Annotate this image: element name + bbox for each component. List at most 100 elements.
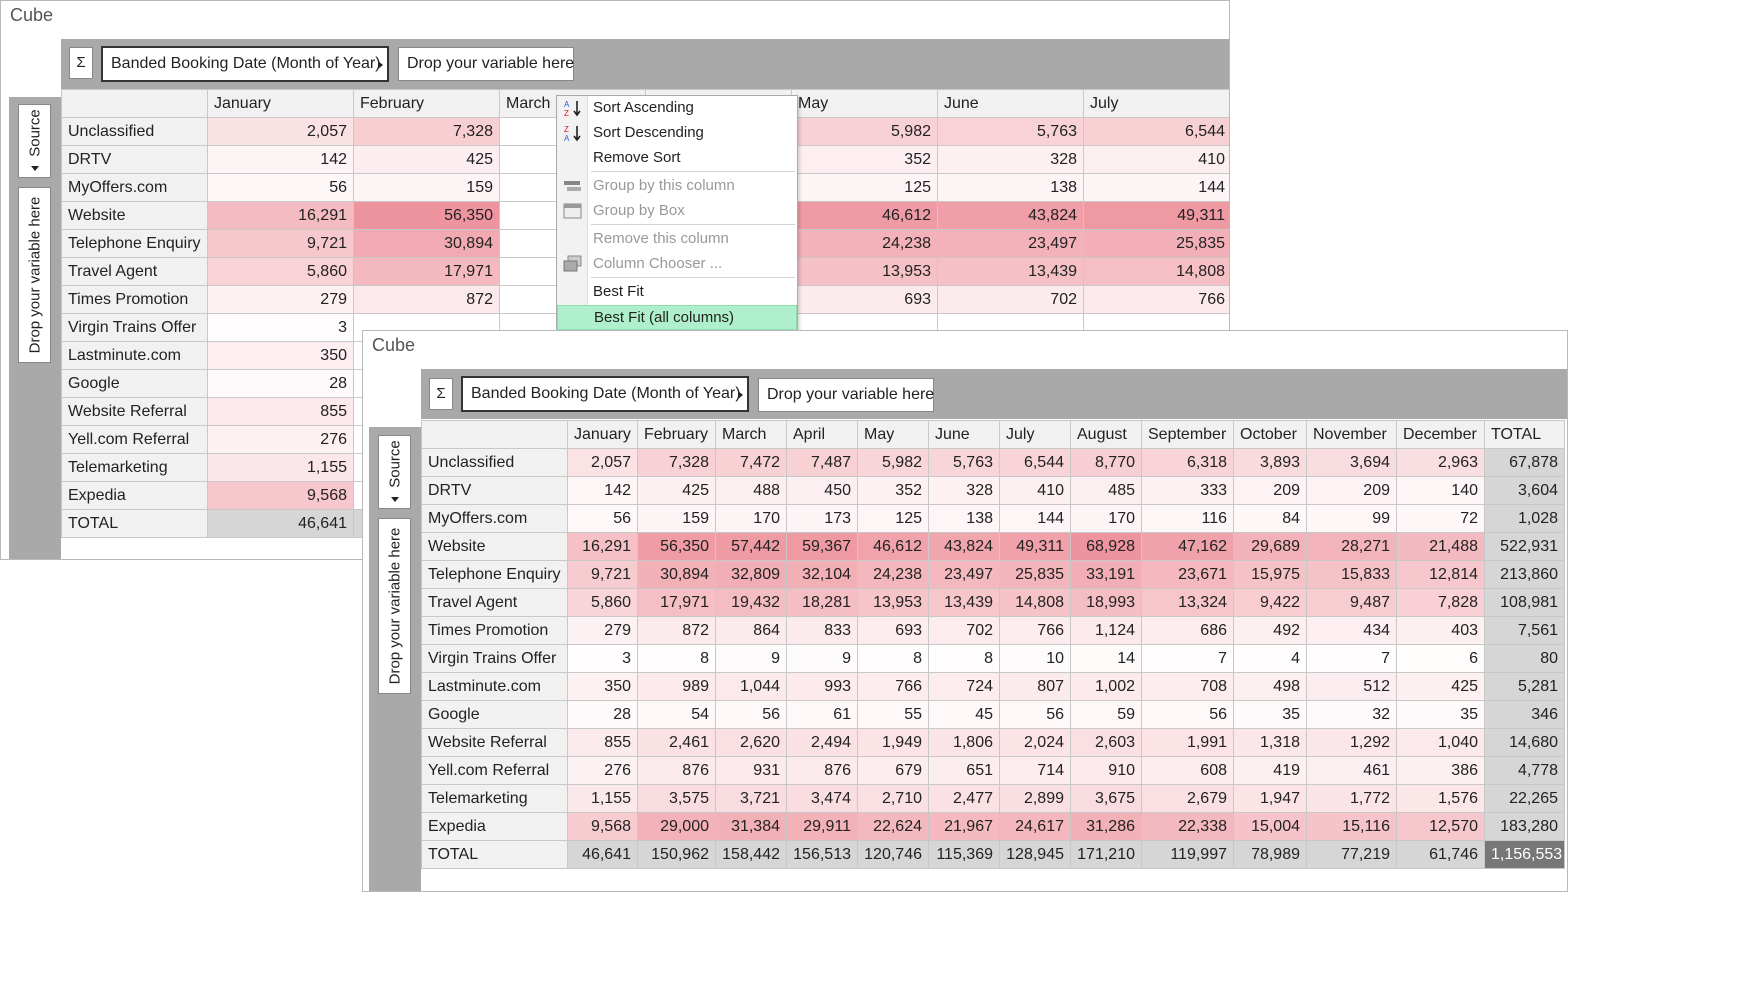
data-cell[interactable]: 209: [1306, 476, 1397, 505]
data-cell[interactable]: 173: [786, 504, 858, 533]
row-header[interactable]: Travel Agent: [61, 257, 208, 286]
data-cell[interactable]: 14,680: [1484, 728, 1565, 757]
data-cell[interactable]: 32: [1306, 700, 1397, 729]
row-header[interactable]: Website: [61, 201, 208, 230]
data-cell[interactable]: 142: [567, 476, 638, 505]
data-cell[interactable]: 1,155: [567, 784, 638, 813]
data-cell[interactable]: 807: [999, 672, 1071, 701]
data-cell[interactable]: 5,763: [937, 117, 1084, 146]
menu-item-column-chooser[interactable]: Column Chooser ...: [557, 252, 797, 277]
menu-item-sort-descending[interactable]: Z A Sort Descending: [557, 121, 797, 146]
data-cell[interactable]: 183,280: [1484, 812, 1565, 841]
data-cell[interactable]: 989: [637, 672, 716, 701]
data-cell[interactable]: 23,671: [1141, 560, 1234, 589]
data-cell[interactable]: 13,953: [857, 588, 929, 617]
menu-item-remove-sort[interactable]: Remove Sort: [557, 146, 797, 171]
data-cell[interactable]: 16,291: [207, 201, 354, 230]
data-cell[interactable]: 7,487: [786, 448, 858, 477]
data-cell[interactable]: 2,057: [207, 117, 354, 146]
data-cell[interactable]: 17,971: [353, 257, 500, 286]
data-cell[interactable]: 2,899: [999, 784, 1071, 813]
data-cell[interactable]: 9,568: [207, 481, 354, 510]
data-cell[interactable]: 49,311: [1083, 201, 1229, 230]
data-cell[interactable]: 144: [1083, 173, 1229, 202]
data-cell[interactable]: 522,931: [1484, 532, 1565, 561]
data-cell[interactable]: 910: [1070, 756, 1142, 785]
column-header[interactable]: March: [715, 420, 787, 449]
data-cell[interactable]: 702: [937, 285, 1084, 314]
data-cell[interactable]: 693: [791, 285, 938, 314]
sigma-icon[interactable]: Σ: [69, 47, 93, 79]
row-header[interactable]: MyOffers.com: [61, 173, 208, 202]
data-cell[interactable]: 702: [928, 616, 1000, 645]
row-header[interactable]: Unclassified: [61, 117, 208, 146]
data-cell[interactable]: 2,494: [786, 728, 858, 757]
data-cell[interactable]: 19,432: [715, 588, 787, 617]
data-cell[interactable]: 724: [928, 672, 1000, 701]
data-cell[interactable]: 276: [567, 756, 638, 785]
data-cell[interactable]: 35: [1396, 700, 1485, 729]
data-cell[interactable]: 6,544: [999, 448, 1071, 477]
data-cell[interactable]: 116: [1141, 504, 1234, 533]
data-cell[interactable]: 2,679: [1141, 784, 1234, 813]
data-cell[interactable]: 159: [637, 504, 716, 533]
row-header[interactable]: Google: [61, 369, 208, 398]
data-cell[interactable]: 43,824: [937, 201, 1084, 230]
row-header[interactable]: Lastminute.com: [421, 672, 568, 701]
data-cell[interactable]: 45: [928, 700, 1000, 729]
data-cell[interactable]: 25,835: [999, 560, 1071, 589]
column-header[interactable]: January: [567, 420, 638, 449]
data-cell[interactable]: 2,710: [857, 784, 929, 813]
data-cell[interactable]: 5,860: [567, 588, 638, 617]
data-cell[interactable]: 56: [207, 173, 354, 202]
data-cell[interactable]: 328: [937, 145, 1084, 174]
data-cell[interactable]: 14,808: [999, 588, 1071, 617]
data-cell[interactable]: 419: [1233, 756, 1307, 785]
menu-item-group-by-this-column[interactable]: Group by this column: [557, 174, 797, 199]
data-cell[interactable]: 2,620: [715, 728, 787, 757]
row-header[interactable]: Google: [421, 700, 568, 729]
data-cell[interactable]: 498: [1233, 672, 1307, 701]
data-cell[interactable]: 13,953: [791, 257, 938, 286]
data-cell[interactable]: 872: [353, 285, 500, 314]
data-cell[interactable]: 68,928: [1070, 532, 1142, 561]
data-cell[interactable]: 47,162: [1141, 532, 1234, 561]
data-cell[interactable]: 23,497: [937, 229, 1084, 258]
data-cell[interactable]: 3,675: [1070, 784, 1142, 813]
data-cell[interactable]: 5,860: [207, 257, 354, 286]
data-cell[interactable]: 22,265: [1484, 784, 1565, 813]
data-cell[interactable]: 67,878: [1484, 448, 1565, 477]
row-header[interactable]: Expedia: [61, 481, 208, 510]
data-cell[interactable]: 13,439: [928, 588, 1000, 617]
data-cell[interactable]: 3,575: [637, 784, 716, 813]
data-cell[interactable]: 12,814: [1396, 560, 1485, 589]
data-cell[interactable]: 9,721: [207, 229, 354, 258]
data-cell[interactable]: 1,292: [1306, 728, 1397, 757]
data-cell[interactable]: 28,271: [1306, 532, 1397, 561]
data-cell[interactable]: 855: [567, 728, 638, 757]
data-cell[interactable]: 488: [715, 476, 787, 505]
drop-variable-vertical[interactable]: Drop your variable here: [378, 518, 411, 694]
data-cell[interactable]: 35: [1233, 700, 1307, 729]
data-cell[interactable]: 209: [1233, 476, 1307, 505]
row-header[interactable]: Website: [421, 532, 568, 561]
data-cell[interactable]: 59,367: [786, 532, 858, 561]
menu-item-group-by-box[interactable]: Group by Box: [557, 199, 797, 224]
data-cell[interactable]: 679: [857, 756, 929, 785]
data-cell[interactable]: 461: [1306, 756, 1397, 785]
data-cell[interactable]: 18,993: [1070, 588, 1142, 617]
data-cell[interactable]: 142: [207, 145, 354, 174]
data-cell[interactable]: 6,318: [1141, 448, 1234, 477]
data-cell[interactable]: 8,770: [1070, 448, 1142, 477]
row-header[interactable]: DRTV: [61, 145, 208, 174]
data-cell[interactable]: 276: [207, 425, 354, 454]
data-cell[interactable]: 1,028: [1484, 504, 1565, 533]
column-header[interactable]: September: [1141, 420, 1234, 449]
data-cell[interactable]: 24,238: [857, 560, 929, 589]
data-cell[interactable]: 425: [1396, 672, 1485, 701]
data-cell[interactable]: 6: [1396, 644, 1485, 673]
column-header[interactable]: February: [637, 420, 716, 449]
row-header[interactable]: Website Referral: [421, 728, 568, 757]
data-cell[interactable]: 1,002: [1070, 672, 1142, 701]
column-header[interactable]: July: [1083, 89, 1229, 118]
